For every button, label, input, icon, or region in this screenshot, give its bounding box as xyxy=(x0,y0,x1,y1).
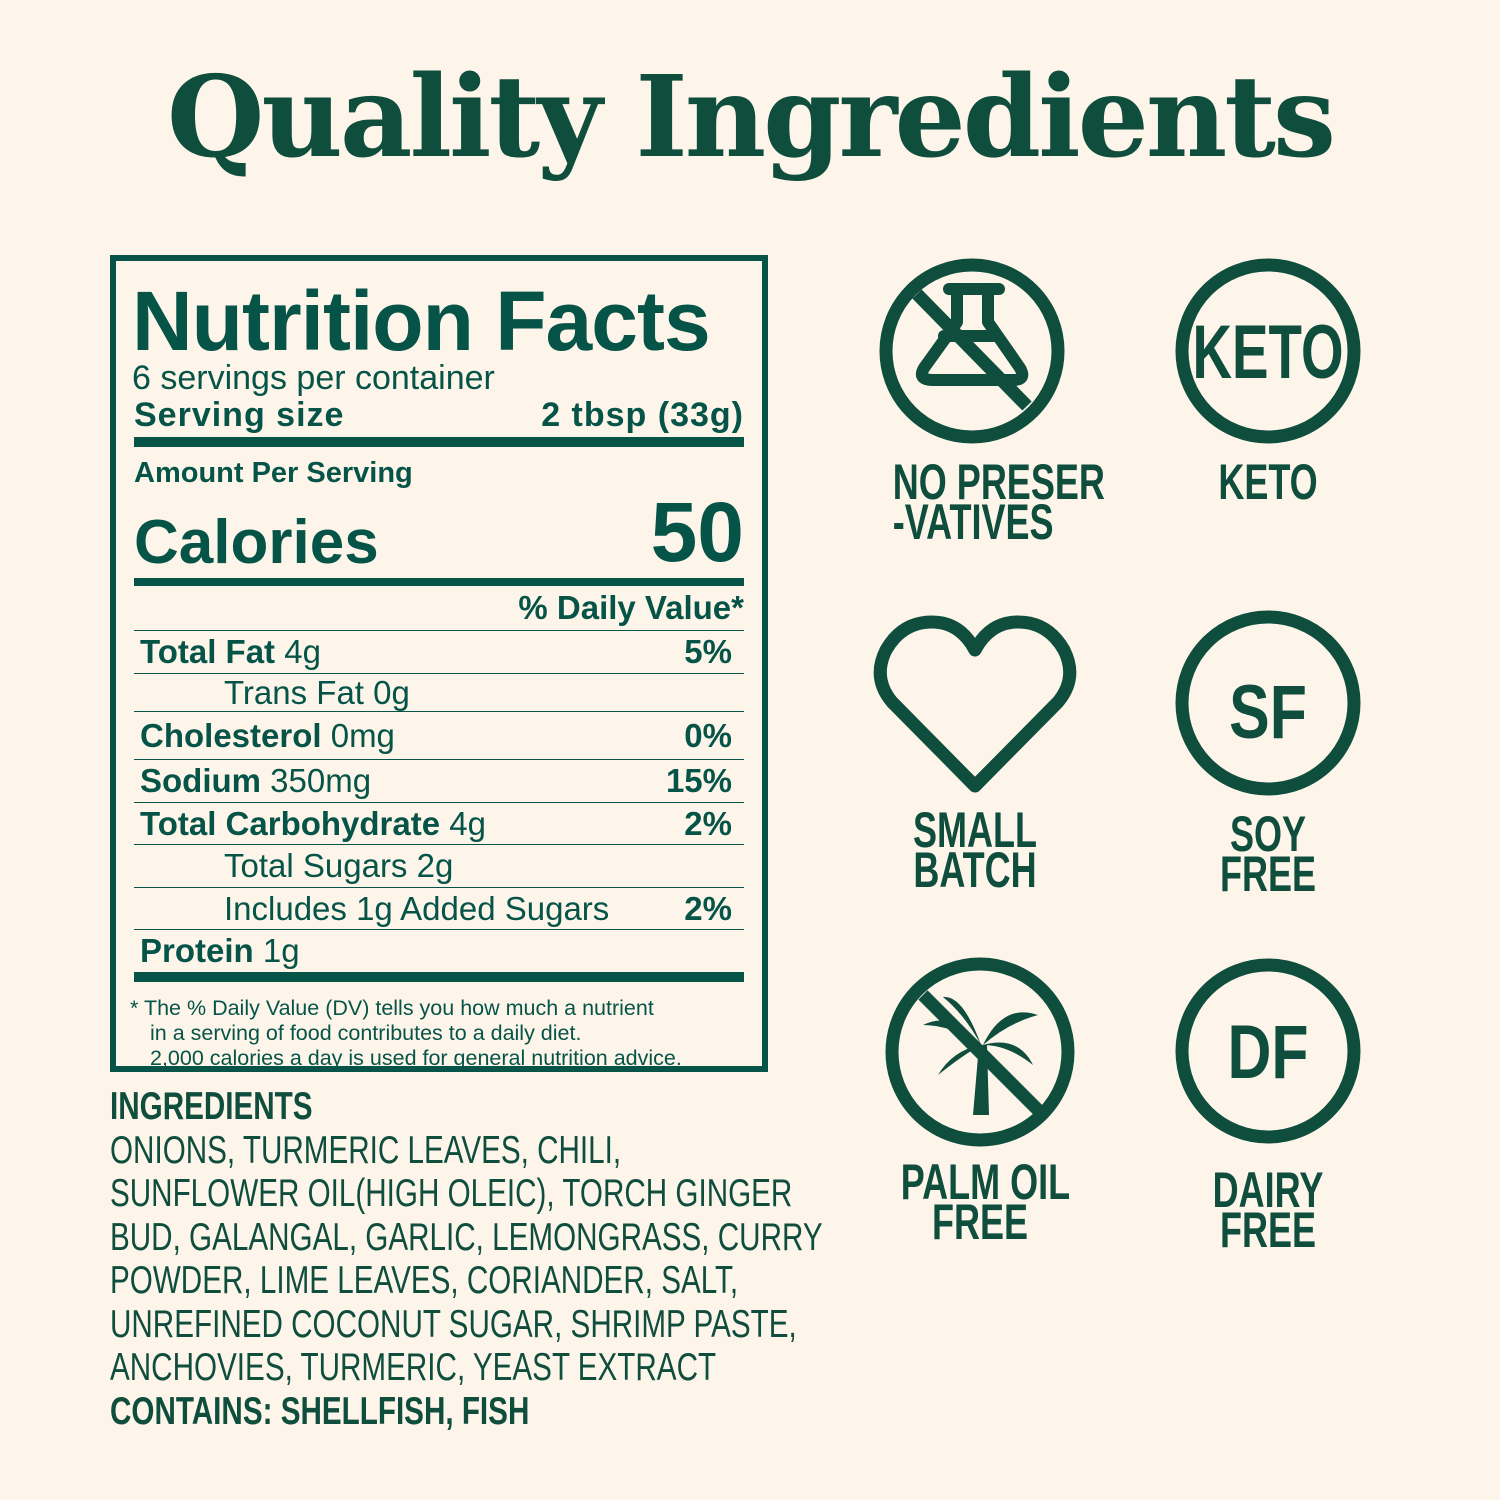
serving-size-label: Serving size xyxy=(134,396,345,434)
badge-keto: KETO KETO xyxy=(1158,256,1378,510)
badge-dairy-free: DF DAIRY FREE xyxy=(1158,956,1378,1258)
nutrient-row: Total Fat 4g 5% xyxy=(134,631,744,674)
nutrition-facts-panel: Nutrition Facts 6 servings per container… xyxy=(110,255,768,1072)
amount-per-serving: Amount Per Serving xyxy=(134,457,413,489)
badge-label: DAIRY FREE xyxy=(1212,1162,1324,1258)
ingredients-line: ONIONS, TURMERIC LEAVES, CHILI, xyxy=(110,1128,622,1172)
nutrient-row: Protein 1g xyxy=(134,930,744,982)
badge-label: SMALL BATCH xyxy=(913,802,1037,898)
servings-per-container: 6 servings per container xyxy=(132,359,495,397)
nutrient-row: Total Sugars 2g xyxy=(134,845,744,888)
ingredients-line: UNREFINED COCONUT SUGAR, SHRIMP PASTE, xyxy=(110,1302,797,1346)
heart-icon xyxy=(873,615,1077,793)
calories-value: 50 xyxy=(650,485,744,579)
nutrient-row: Trans Fat 0g xyxy=(134,674,744,712)
daily-value-header: % Daily Value* xyxy=(134,586,744,631)
ingredients-line: ANCHOVIES, TURMERIC, YEAST EXTRACT xyxy=(110,1346,717,1389)
serving-size-value: 2 tbsp (33g) xyxy=(541,396,744,434)
badge-label: NO PRESER -VATIVES xyxy=(892,454,1105,550)
nutrition-facts-title: Nutrition Facts xyxy=(132,274,711,368)
keto-icon: KETO xyxy=(1175,258,1361,444)
badge-palm-oil-free: PALM OIL FREE xyxy=(870,955,1090,1250)
nutrient-row: Total Carbohydrate 4g 2% xyxy=(134,803,744,845)
badge-soy-free: SF SOY FREE xyxy=(1158,608,1378,902)
daily-value-footnote: * The % Daily Value (DV) tells you how m… xyxy=(130,996,682,1070)
calories-row: Calories 50 xyxy=(134,490,744,586)
badge-label: PALM OIL FREE xyxy=(900,1154,1071,1250)
badge-label: SOY FREE xyxy=(1219,806,1317,902)
df-icon: DF xyxy=(1175,958,1361,1144)
no-palm-icon xyxy=(885,957,1074,1147)
serving-size: Serving size 2 tbsp (33g) xyxy=(134,395,744,447)
svg-text:SF: SF xyxy=(1229,670,1307,755)
nutrient-row: Sodium 350mg 15% xyxy=(134,760,744,803)
nutrient-row: Includes 1g Added Sugars 2% xyxy=(134,888,744,930)
ingredients-section: INGREDIENTS ONIONS, TURMERIC LEAVES, CHI… xyxy=(110,1085,823,1433)
allergen-contains: CONTAINS: SHELLFISH, FISH xyxy=(110,1389,530,1433)
svg-text:DF: DF xyxy=(1227,1010,1308,1095)
nutrient-row: Cholesterol 0mg 0% xyxy=(134,712,744,760)
no-flask-icon xyxy=(879,258,1065,444)
ingredients-line: SUNFLOWER OIL(HIGH OLEIC), TORCH GINGER xyxy=(110,1172,793,1215)
ingredients-heading: INGREDIENTS xyxy=(110,1085,313,1128)
ingredients-line: BUD, GALANGAL, GARLIC, LEMONGRASS, CURRY xyxy=(110,1215,823,1259)
sf-icon: SF xyxy=(1175,610,1361,796)
svg-text:KETO: KETO xyxy=(1192,310,1343,395)
page-title: Quality Ingredients xyxy=(166,52,1336,183)
badge-label: KETO xyxy=(1218,454,1318,510)
calories-label: Calories xyxy=(134,508,379,577)
badge-small-batch: SMALL BATCH xyxy=(865,610,1085,898)
badge-no-preservatives: NO PRESER -VATIVES xyxy=(862,256,1105,550)
ingredients-line: POWDER, LIME LEAVES, CORIANDER, SALT, xyxy=(110,1259,739,1302)
